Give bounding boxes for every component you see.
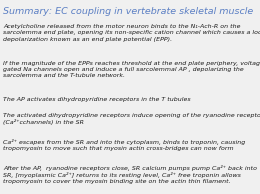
Text: Ca²⁺ escapes from the SR and into the cytoplasm, binds to troponin, causing
trop: Ca²⁺ escapes from the SR and into the cy… [3, 139, 245, 151]
Text: If the magnitude of the EPPs reaches threshold at the end plate periphery, volta: If the magnitude of the EPPs reaches thr… [3, 61, 260, 78]
Text: The AP activates dihydropyridine receptors in the T tubules: The AP activates dihydropyridine recepto… [3, 97, 191, 102]
Text: Summary: EC coupling in vertebrate skeletal muscle: Summary: EC coupling in vertebrate skele… [3, 7, 253, 16]
Text: The activated dihydropyridine receptors induce opening of the ryanodine receptor: The activated dihydropyridine receptors … [3, 113, 260, 125]
Text: Acetylcholine released from the motor neuron binds to the N₁-Ach-R on the
sarcol: Acetylcholine released from the motor ne… [3, 24, 260, 42]
Text: After the AP,  ryanodine receptors close, SR calcium pumps pump Ca²⁺ back into
S: After the AP, ryanodine receptors close,… [3, 165, 257, 184]
